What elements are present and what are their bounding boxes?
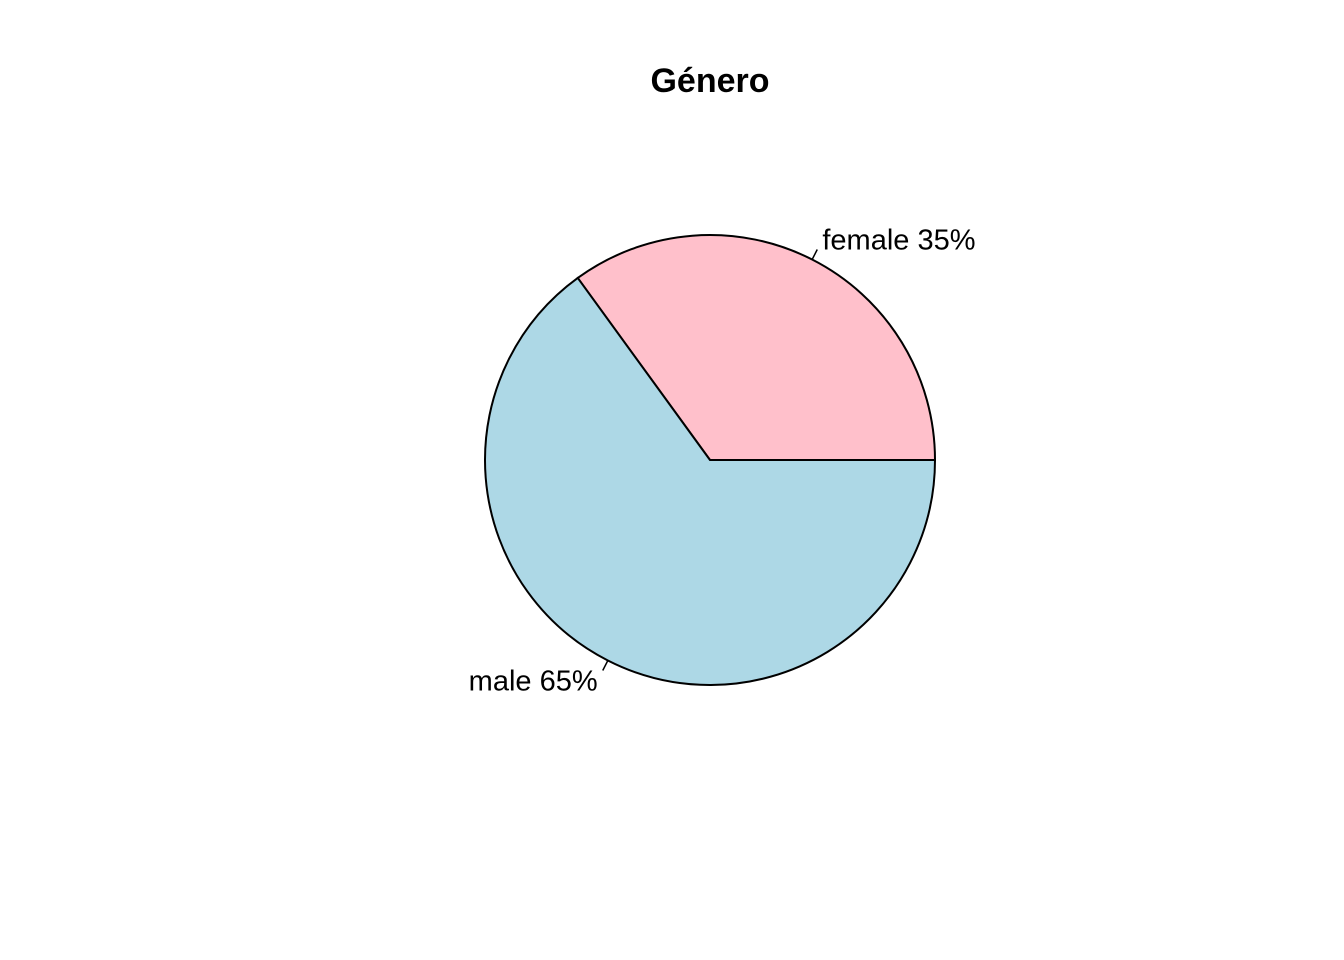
pie-leader-lines: [602, 249, 818, 671]
pie-slice-female: [576, 234, 937, 461]
leader-line-male: [602, 660, 609, 671]
pie-slices: [484, 234, 937, 686]
leader-line-female: [811, 249, 818, 260]
chart-title: Género: [650, 62, 769, 100]
slice-label-male: male 65%: [469, 666, 598, 698]
pie-labels: female 35% male 65%: [469, 224, 976, 697]
pie-slice-male: [484, 276, 937, 686]
slice-label-female: female 35%: [822, 224, 975, 256]
